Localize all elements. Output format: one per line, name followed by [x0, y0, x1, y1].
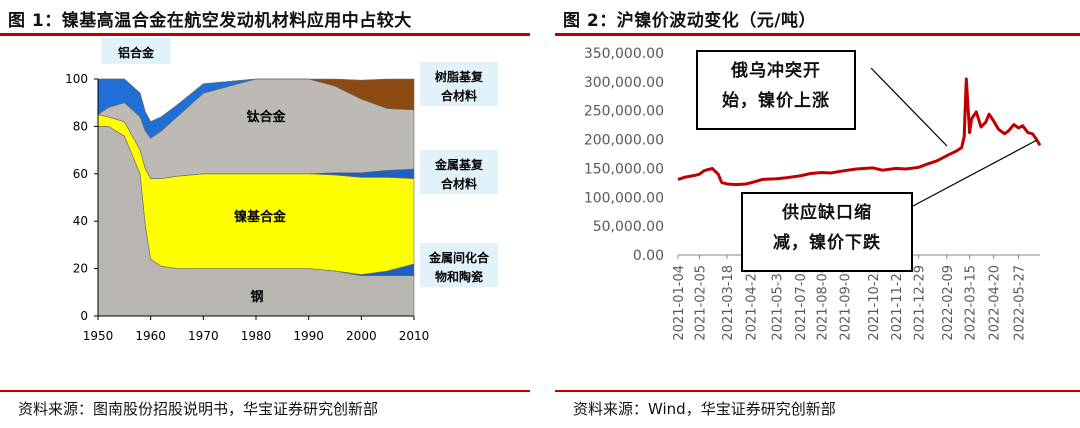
callout-down-pointer: [912, 139, 1038, 207]
y-tick-label: 300,000.00: [584, 75, 664, 91]
label-imc: 金属间化合: [428, 250, 490, 265]
x-tick-label: 1990: [293, 329, 324, 343]
x-tick-label: 2022-02-09: [941, 265, 956, 341]
y-tick-label: 200,000.00: [584, 133, 664, 149]
x-tick-label: 1970: [188, 329, 219, 343]
figure-1-source: 资料来源：图南股份招股说明书，华宝证券研究创新部: [18, 400, 379, 418]
callout-price-down-line2: 减，镍价下跌: [773, 233, 881, 253]
label-aluminum-bg: [101, 38, 171, 64]
y-tick-label: 350,000.00: [584, 46, 664, 62]
x-tick-label: 2021-01-04: [672, 265, 687, 341]
label-mmc-bg: [420, 150, 498, 194]
label-resin: 合材料: [441, 88, 477, 103]
label-resin-bg: [420, 62, 498, 106]
title-rule: [0, 33, 530, 36]
y-tick-label: 0: [80, 309, 88, 323]
callout-price-up-line1: 俄乌冲突开: [731, 61, 821, 81]
label-resin: 树脂基复: [435, 69, 484, 84]
label-mmc: 金属基复: [434, 157, 484, 172]
y-tick-label: 40: [73, 214, 88, 228]
y-tick-label: 100,000.00: [584, 190, 664, 206]
label-titanium: 钛合金: [245, 109, 286, 125]
x-tick-label: 2021-09-09: [838, 265, 853, 341]
y-tick-label: 0.00: [633, 248, 664, 264]
x-tick-label: 2010: [399, 329, 430, 343]
callout-price-down-line1: 供应缺口缩: [782, 203, 872, 223]
y-tick-label: 80: [73, 119, 88, 133]
x-tick-label: 1980: [241, 329, 272, 343]
label-nickel: 镍基合金: [234, 209, 287, 225]
callout-price-up: 俄乌冲突开 始，镍价上涨: [696, 50, 856, 130]
x-tick-label: 2022-03-15: [964, 265, 979, 341]
y-tick-label: 100: [65, 72, 88, 86]
x-tick-label: 1960: [135, 329, 166, 343]
x-tick-label: 2022-05-27: [1013, 265, 1028, 341]
x-tick-label: 2000: [346, 329, 377, 343]
figure-2-source: 资料来源：Wind，华宝证券研究创新部: [573, 400, 836, 418]
callout-price-down: 供应缺口缩 减，镍价下跌: [741, 192, 913, 272]
x-tick-label: 2022-04-20: [988, 265, 1003, 341]
y-tick-label: 150,000.00: [584, 161, 664, 177]
y-tick-label: 60: [73, 167, 88, 181]
figure-1-panel: 图 1：镍基高温合金在航空发动机材料应用中占较大 0 20 40 60 80 100 195…: [0, 0, 530, 428]
x-tick-label: 2021-12-29: [913, 265, 928, 341]
figure-1-title: 图 1：镍基高温合金在航空发动机材料应用中占较大: [8, 11, 412, 31]
area-series-6: [98, 78, 415, 123]
label-imc: 物和陶瓷: [435, 269, 483, 284]
y-tick-label: 250,000.00: [584, 104, 664, 120]
y-tick-label: 50,000.00: [593, 219, 664, 235]
x-tick-label: 2021-10-22: [867, 265, 882, 341]
x-tick-label: 1950: [83, 329, 114, 343]
title-rule: [555, 33, 1080, 36]
nickel-price-line-chart: 0.00 50,000.00 100,000.00 150,000.00 200,000…: [584, 46, 1042, 341]
label-mmc: 合材料: [441, 176, 477, 191]
label-aluminum: 铝合金: [118, 45, 155, 60]
x-tick-label: 2021-05-31: [771, 265, 786, 341]
x-tick-label: 2021-04-22: [744, 265, 759, 341]
y-tick-label: 20: [73, 262, 88, 276]
label-steel: 钢: [250, 289, 263, 305]
x-tick-label: 2021-02-05: [693, 265, 708, 341]
x-tick-label: 2021-07-05: [794, 265, 809, 341]
source-rule: [555, 390, 1080, 392]
source-rule: [0, 390, 530, 392]
label-imc-bg: [420, 243, 498, 287]
x-tick-label: 2021-03-18: [721, 265, 736, 341]
x-tick-label: 2021-08-06: [815, 265, 830, 341]
alloy-share-area-chart: 0 20 40 60 80 100 1950 1960 1970 1980 1990 2000 2010…: [65, 38, 498, 343]
figure-2-panel: 图 2：沪镍价波动变化（元/吨） 0.00 50,000.00 100,000.00…: [555, 0, 1080, 428]
price-series-line: [677, 77, 1042, 187]
x-tick-label: 2021-11-25: [890, 265, 905, 341]
callout-price-up-line2: 始，镍价上涨: [722, 91, 830, 111]
figure-2-title: 图 2：沪镍价波动变化（元/吨）: [563, 11, 816, 31]
callout-up-pointer: [870, 67, 948, 147]
